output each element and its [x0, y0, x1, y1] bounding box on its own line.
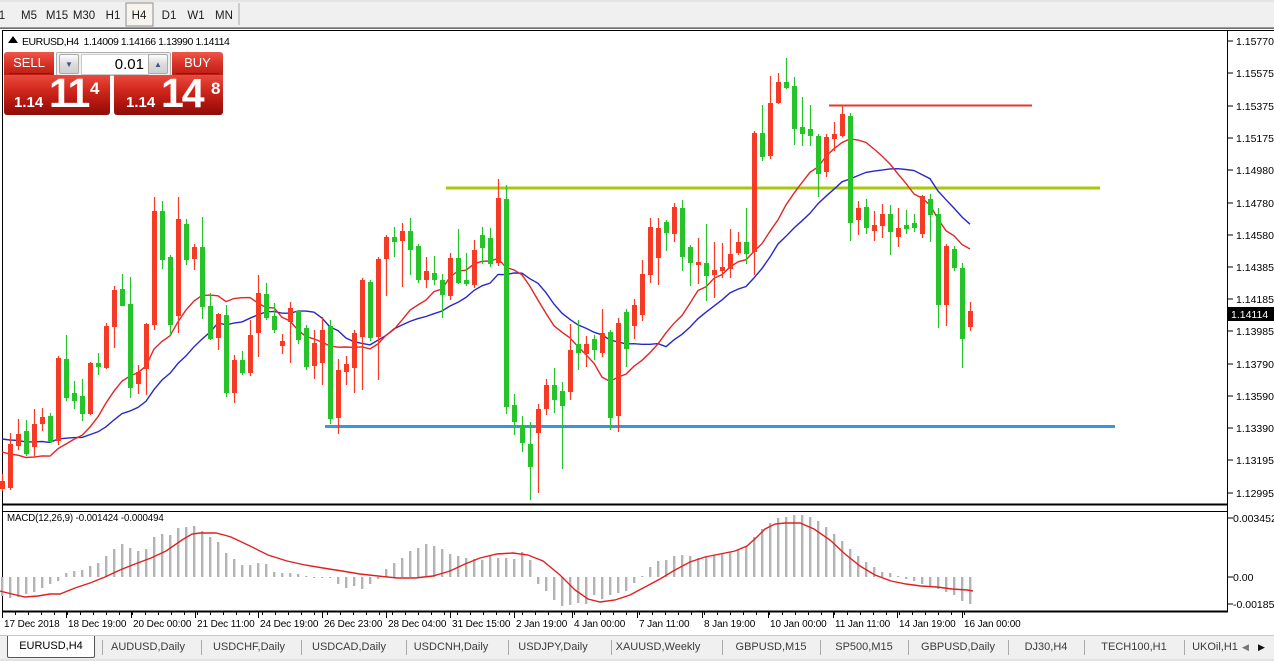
svg-text:H4: H4: [132, 10, 147, 22]
svg-text:8 Jan 19:00: 8 Jan 19:00: [704, 619, 756, 630]
svg-text:4 Jan 00:00: 4 Jan 00:00: [574, 619, 626, 630]
svg-text:18 Dec 19:00: 18 Dec 19:00: [68, 619, 127, 630]
svg-text:W1: W1: [187, 10, 204, 22]
svg-text:28 Dec 04:00: 28 Dec 04:00: [388, 619, 447, 630]
svg-text:1.15575: 1.15575: [1236, 68, 1274, 80]
svg-text:24 Dec 19:00: 24 Dec 19:00: [260, 619, 319, 630]
svg-text:1.14114: 1.14114: [1231, 309, 1268, 321]
svg-text:16 Jan 00:00: 16 Jan 00:00: [964, 619, 1021, 630]
svg-text:1.14185: 1.14185: [1236, 294, 1274, 306]
svg-text:1.14385: 1.14385: [1236, 262, 1274, 274]
svg-text:EURUSD,H4 1.14009 1.14166 1.1: EURUSD,H4 1.14009 1.14166 1.13990 1.1411…: [22, 36, 230, 48]
svg-text:1.13590: 1.13590: [1236, 391, 1274, 403]
svg-text:26 Dec 23:00: 26 Dec 23:00: [324, 619, 383, 630]
svg-text:21 Dec 11:00: 21 Dec 11:00: [197, 619, 255, 630]
svg-text:31 Dec 15:00: 31 Dec 15:00: [452, 619, 511, 630]
svg-text:17 Dec 2018: 17 Dec 2018: [4, 619, 60, 630]
svg-text:M15: M15: [46, 10, 68, 22]
svg-text:1.14980: 1.14980: [1236, 165, 1274, 177]
svg-text:1.14580: 1.14580: [1236, 230, 1274, 242]
svg-text:1.15175: 1.15175: [1236, 133, 1274, 145]
svg-text:10 Jan 00:00: 10 Jan 00:00: [770, 619, 827, 630]
svg-text:MN: MN: [215, 10, 233, 22]
svg-text:1: 1: [0, 10, 5, 22]
svg-text:MACD(12,26,9) -0.001424 -0.000: MACD(12,26,9) -0.001424 -0.000494: [7, 513, 164, 524]
svg-text:1.14780: 1.14780: [1236, 198, 1274, 210]
svg-text:H1: H1: [106, 10, 121, 22]
svg-text:1.15375: 1.15375: [1236, 101, 1274, 113]
svg-text:20 Dec 00:00: 20 Dec 00:00: [133, 619, 192, 630]
svg-text:D1: D1: [162, 10, 177, 22]
svg-text:M5: M5: [21, 10, 37, 22]
svg-text:11 Jan 11:00: 11 Jan 11:00: [835, 619, 891, 630]
svg-text:7 Jan 11:00: 7 Jan 11:00: [639, 619, 690, 630]
svg-text:1.15770: 1.15770: [1236, 36, 1274, 48]
svg-text:1.13195: 1.13195: [1236, 455, 1274, 467]
svg-text:2 Jan 19:00: 2 Jan 19:00: [516, 619, 568, 630]
svg-text:1.13790: 1.13790: [1236, 359, 1274, 371]
svg-text:1.12995: 1.12995: [1236, 488, 1274, 500]
svg-text:14 Jan 19:00: 14 Jan 19:00: [899, 619, 956, 630]
svg-text:0.00: 0.00: [1233, 572, 1254, 584]
svg-text:0.003452: 0.003452: [1233, 513, 1274, 525]
svg-text:1.13985: 1.13985: [1236, 326, 1274, 338]
svg-text:1.13390: 1.13390: [1236, 423, 1274, 435]
svg-text:M30: M30: [73, 10, 95, 22]
